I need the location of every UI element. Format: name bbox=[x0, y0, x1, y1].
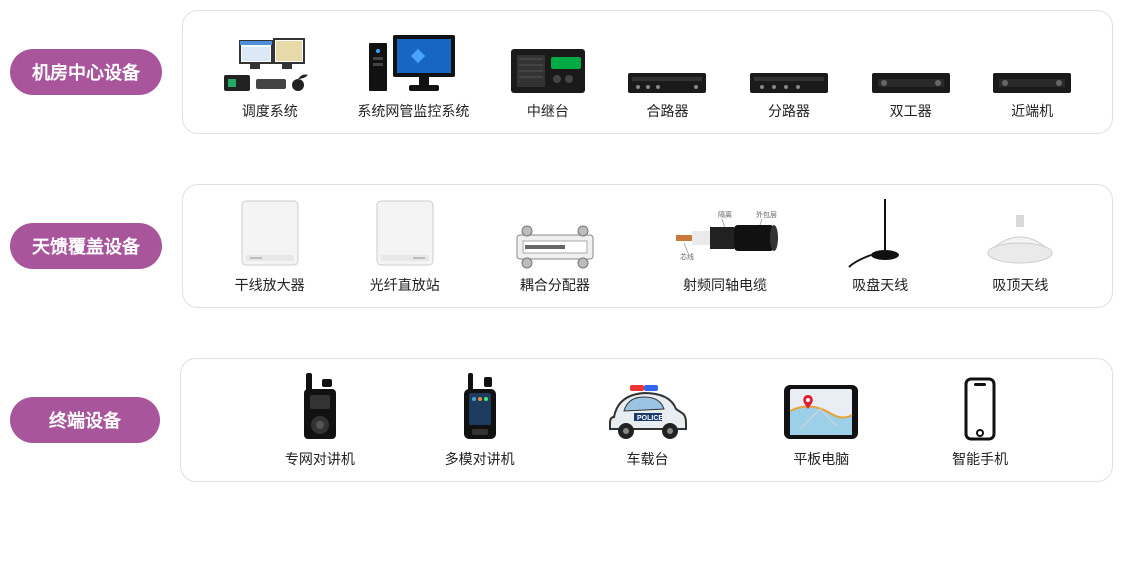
device-near-end-unit: 近端机 bbox=[991, 25, 1073, 121]
device-ceiling-antenna: 吸顶天线 bbox=[980, 199, 1060, 295]
tablet-icon bbox=[780, 373, 862, 443]
combiner-icon bbox=[626, 25, 708, 95]
device-label: 吸盘天线 bbox=[852, 275, 908, 295]
device-coupler-splitter: 耦合分配器 bbox=[505, 199, 605, 295]
device-private-radio: 专网对讲机 bbox=[285, 373, 355, 469]
device-label: 车载台 bbox=[626, 449, 668, 469]
device-label: 双工器 bbox=[890, 101, 932, 121]
device-label: 近端机 bbox=[1011, 101, 1053, 121]
duplexer-icon bbox=[870, 25, 952, 95]
device-panel: 调度系统 系统网管监控系统 bbox=[182, 10, 1113, 134]
category-badge: 终端设备 bbox=[10, 397, 160, 443]
device-panel: 干线放大器 光纤直放站 bbox=[182, 184, 1113, 308]
device-label: 调度系统 bbox=[242, 101, 298, 121]
svg-text:POLICE: POLICE bbox=[637, 415, 663, 422]
device-label: 平板电脑 bbox=[793, 449, 849, 469]
ceiling-antenna-icon bbox=[980, 199, 1060, 269]
fiber-repeater-icon bbox=[371, 199, 439, 269]
device-dispatch-system: 调度系统 bbox=[222, 25, 318, 121]
device-label: 专网对讲机 bbox=[285, 449, 355, 469]
device-label: 射频同轴电缆 bbox=[683, 275, 767, 295]
device-label: 系统网管监控系统 bbox=[357, 101, 469, 121]
device-label: 合路器 bbox=[646, 101, 688, 121]
device-label: 分路器 bbox=[768, 101, 810, 121]
private-radio-icon bbox=[298, 373, 342, 443]
dispatch-system-icon bbox=[222, 25, 318, 95]
suction-antenna-icon bbox=[845, 199, 915, 269]
device-multimode-radio: 多模对讲机 bbox=[445, 373, 515, 469]
device-repeater: 中继台 bbox=[509, 25, 587, 121]
divider-icon bbox=[748, 25, 830, 95]
device-rf-coax-cable: 隔离 外包层 芯线 射频同轴电缆 bbox=[670, 199, 780, 295]
row-terminal-equipment: 终端设备 专网对讲机 bbox=[10, 358, 1113, 482]
device-nms-monitor: 系统网管监控系统 bbox=[357, 25, 469, 121]
device-combiner: 合路器 bbox=[626, 25, 708, 121]
device-label: 中继台 bbox=[527, 101, 569, 121]
device-tablet: 平板电脑 bbox=[780, 373, 862, 469]
device-smartphone: 智能手机 bbox=[952, 373, 1008, 469]
coupler-splitter-icon bbox=[505, 199, 605, 269]
device-divider: 分路器 bbox=[748, 25, 830, 121]
trunk-amplifier-icon bbox=[236, 199, 304, 269]
device-label: 干线放大器 bbox=[235, 275, 305, 295]
device-duplexer: 双工器 bbox=[870, 25, 952, 121]
row-datacenter-equipment: 机房中心设备 bbox=[10, 10, 1113, 134]
nms-monitor-icon bbox=[367, 25, 459, 95]
svg-text:芯线: 芯线 bbox=[680, 252, 694, 261]
row-antenna-coverage-equipment: 天馈覆盖设备 干线放大器 光纤直放站 bbox=[10, 184, 1113, 308]
rf-coax-cable-icon: 隔离 外包层 芯线 bbox=[670, 199, 780, 269]
device-label: 吸顶天线 bbox=[992, 275, 1048, 295]
near-end-unit-icon bbox=[991, 25, 1073, 95]
repeater-icon bbox=[509, 25, 587, 95]
device-label: 多模对讲机 bbox=[445, 449, 515, 469]
category-badge: 天馈覆盖设备 bbox=[10, 223, 162, 269]
category-badge: 机房中心设备 bbox=[10, 49, 162, 95]
smartphone-icon bbox=[960, 373, 1000, 443]
svg-text:隔离: 隔离 bbox=[718, 210, 732, 219]
svg-text:外包层: 外包层 bbox=[756, 210, 777, 219]
device-trunk-amplifier: 干线放大器 bbox=[235, 199, 305, 295]
multimode-radio-icon bbox=[458, 373, 502, 443]
device-label: 光纤直放站 bbox=[370, 275, 440, 295]
device-fiber-repeater: 光纤直放站 bbox=[370, 199, 440, 295]
device-label: 智能手机 bbox=[952, 449, 1008, 469]
vehicle-terminal-icon: POLICE bbox=[604, 373, 690, 443]
device-suction-antenna: 吸盘天线 bbox=[845, 199, 915, 295]
device-panel: 专网对讲机 多模对讲机 bbox=[180, 358, 1113, 482]
device-vehicle-terminal: POLICE 车载台 bbox=[604, 373, 690, 469]
device-label: 耦合分配器 bbox=[520, 275, 590, 295]
